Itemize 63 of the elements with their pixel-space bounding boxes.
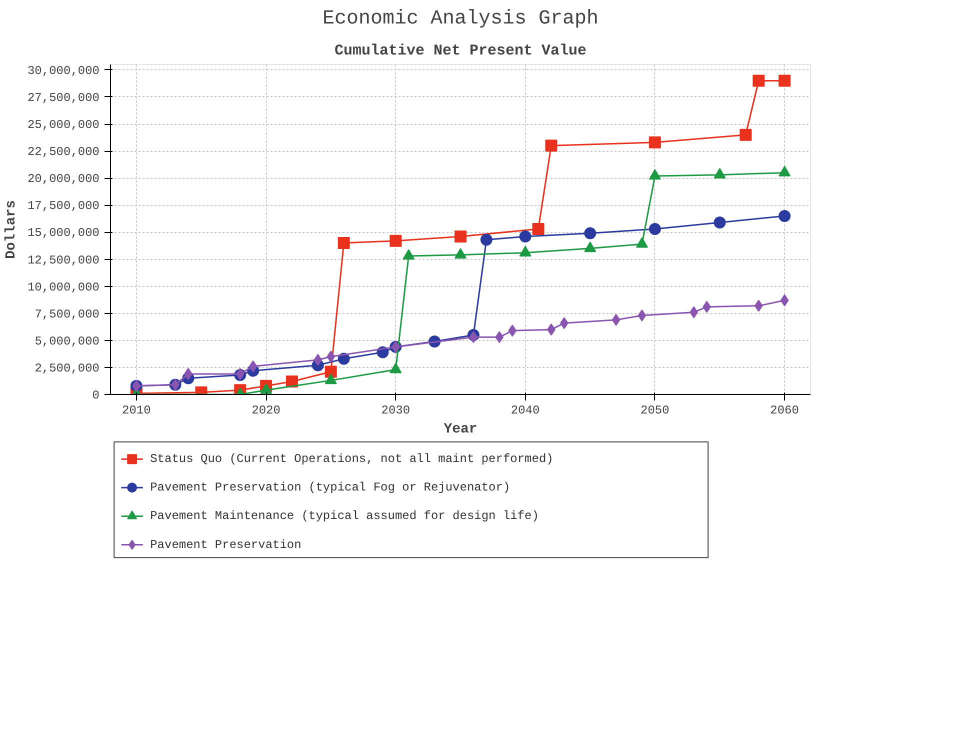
point <box>390 362 402 374</box>
point <box>636 237 648 248</box>
point <box>648 169 661 180</box>
y-tick-label: 25,000,000 <box>27 118 100 132</box>
x-tick-label: 2030 <box>381 404 410 418</box>
x-tick-label: 2050 <box>640 404 670 418</box>
point <box>338 237 350 250</box>
point <box>778 74 791 87</box>
x-tick-label: 2060 <box>770 404 799 418</box>
chart-subtitle: Cumulative Net Present Value <box>334 42 587 60</box>
y-tick-label: 0 <box>92 388 100 402</box>
y-axis-title: Dollars <box>3 200 20 259</box>
chart-title: Economic Analysis Graph <box>322 8 599 30</box>
point <box>648 222 661 235</box>
y-tick-label: 10,000,000 <box>27 280 100 294</box>
point <box>638 310 646 322</box>
point <box>545 140 558 152</box>
point <box>314 354 322 366</box>
y-tick-label: 27,500,000 <box>27 90 100 105</box>
legend-label: Pavement Maintenance (typical assumed for design life) <box>150 509 539 524</box>
point <box>612 314 620 326</box>
point <box>326 350 336 363</box>
point <box>740 128 752 141</box>
x-tick-label: 2010 <box>122 404 151 418</box>
point <box>480 234 492 246</box>
y-tick-label: 20,000,000 <box>27 172 100 186</box>
y-tick-label: 12,500,000 <box>27 253 100 268</box>
point <box>454 248 466 259</box>
point <box>508 324 517 337</box>
point <box>495 331 504 344</box>
point <box>714 168 726 179</box>
legend-label: Pavement Preservation <box>150 538 302 552</box>
point <box>752 74 765 87</box>
point <box>778 166 791 176</box>
y-tick-label: 17,500,000 <box>27 199 100 214</box>
point <box>469 331 478 344</box>
point <box>780 294 789 306</box>
point <box>390 234 402 247</box>
y-tick-label: 22,500,000 <box>27 145 100 160</box>
point <box>754 300 763 312</box>
x-tick-label: 2040 <box>510 404 540 418</box>
point <box>248 360 258 372</box>
legend-label: Pavement Preservation (typical Fog or Rejuvenator) <box>150 480 510 495</box>
point <box>714 216 726 228</box>
y-tick-label: 5,000,000 <box>34 334 100 348</box>
y-tick-label: 2,500,000 <box>34 361 100 376</box>
legend-label: Status Quo (Current Operations, not all maint performed) <box>150 452 554 466</box>
point <box>778 210 791 222</box>
point <box>584 227 596 240</box>
x-tick-label: 2020 <box>252 404 280 418</box>
y-tick-label: 7,500,000 <box>34 307 100 322</box>
point <box>454 230 466 243</box>
point <box>519 230 532 243</box>
point <box>402 249 415 260</box>
point <box>324 374 337 384</box>
point <box>519 246 532 256</box>
y-tick-label: 15,000,000 <box>27 226 100 240</box>
point <box>324 366 337 378</box>
point <box>648 136 661 148</box>
point <box>584 242 596 252</box>
point <box>532 222 544 235</box>
y-tick-label: 30,000,000 <box>27 64 100 78</box>
x-axis-title: Year <box>444 422 478 438</box>
